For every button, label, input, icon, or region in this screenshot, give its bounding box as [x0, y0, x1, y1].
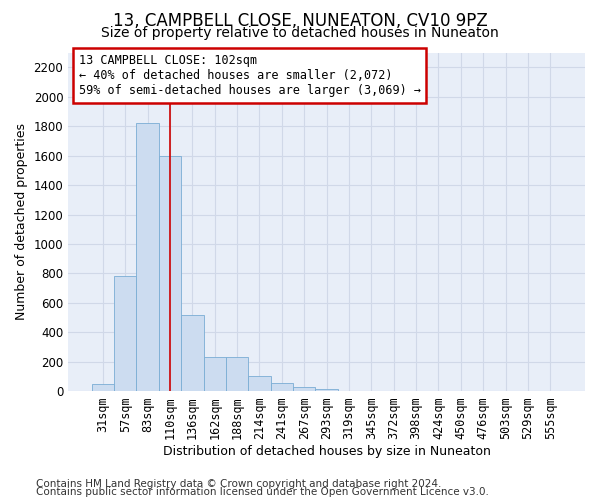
Text: Contains HM Land Registry data © Crown copyright and database right 2024.: Contains HM Land Registry data © Crown c…	[36, 479, 442, 489]
Bar	[203, 358, 226, 392]
Bar	[271, 383, 293, 392]
Bar	[181, 314, 203, 392]
Bar	[316, 388, 338, 392]
Bar	[159, 156, 181, 392]
Bar	[114, 276, 136, 392]
X-axis label: Distribution of detached houses by size in Nuneaton: Distribution of detached houses by size …	[163, 444, 491, 458]
Y-axis label: Number of detached properties: Number of detached properties	[15, 124, 28, 320]
Text: Size of property relative to detached houses in Nuneaton: Size of property relative to detached ho…	[101, 26, 499, 40]
Text: 13, CAMPBELL CLOSE, NUNEATON, CV10 9PZ: 13, CAMPBELL CLOSE, NUNEATON, CV10 9PZ	[113, 12, 487, 30]
Bar	[136, 123, 159, 392]
Text: 13 CAMPBELL CLOSE: 102sqm
← 40% of detached houses are smaller (2,072)
59% of se: 13 CAMPBELL CLOSE: 102sqm ← 40% of detac…	[79, 54, 421, 97]
Bar	[226, 358, 248, 392]
Bar	[248, 376, 271, 392]
Bar	[92, 384, 114, 392]
Bar	[293, 387, 316, 392]
Text: Contains public sector information licensed under the Open Government Licence v3: Contains public sector information licen…	[36, 487, 489, 497]
